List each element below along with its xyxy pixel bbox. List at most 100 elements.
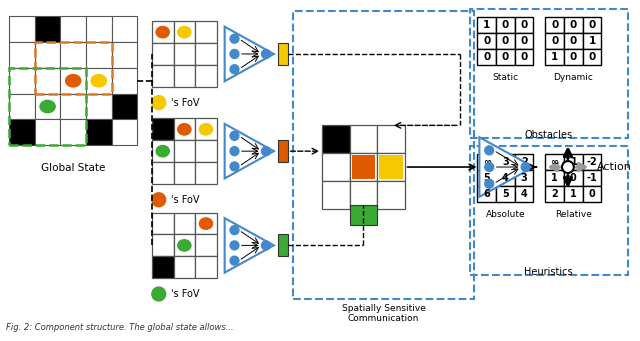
Text: 5: 5 (502, 189, 509, 199)
Bar (152, 118, 173, 140)
Text: 0: 0 (551, 36, 558, 46)
Text: Fig. 2: Component structure. The global state allows...: Fig. 2: Component structure. The global … (6, 323, 234, 332)
Text: 0: 0 (483, 52, 490, 62)
Bar (173, 162, 195, 184)
Text: 4: 4 (502, 173, 509, 183)
Circle shape (230, 131, 239, 140)
Bar (477, 17, 496, 33)
Ellipse shape (155, 25, 170, 39)
Bar (379, 155, 403, 179)
Bar (377, 181, 404, 209)
Text: Relative: Relative (555, 210, 592, 219)
Bar (545, 186, 564, 202)
Bar (195, 43, 217, 65)
Text: 4: 4 (521, 189, 527, 199)
Bar (152, 213, 173, 235)
Text: 5: 5 (483, 173, 490, 183)
Bar (195, 256, 217, 278)
Text: Heuristics: Heuristics (524, 267, 573, 277)
Circle shape (230, 226, 239, 235)
Bar (111, 68, 137, 94)
Bar (349, 205, 377, 225)
Bar (86, 16, 111, 42)
Text: 1: 1 (588, 36, 596, 46)
Text: 0: 0 (589, 189, 595, 199)
Text: 0: 0 (520, 52, 528, 62)
Ellipse shape (198, 122, 214, 136)
Text: 0: 0 (570, 36, 577, 46)
Bar (60, 68, 86, 94)
Text: 1: 1 (483, 20, 490, 30)
Text: ∞: ∞ (483, 157, 491, 167)
Bar (515, 49, 534, 65)
Circle shape (485, 163, 493, 172)
Bar (582, 17, 602, 33)
Bar (60, 42, 86, 68)
Bar (152, 43, 173, 65)
Circle shape (152, 95, 166, 109)
Bar (173, 140, 195, 162)
Bar (9, 42, 35, 68)
Bar (564, 17, 582, 33)
Bar (582, 186, 602, 202)
Circle shape (230, 65, 239, 74)
Text: 3: 3 (502, 157, 509, 167)
Bar (195, 65, 217, 87)
Text: 0: 0 (502, 20, 509, 30)
Text: 0: 0 (502, 36, 509, 46)
Bar (152, 162, 173, 184)
Circle shape (562, 161, 574, 173)
Bar (496, 49, 515, 65)
Bar (9, 16, 35, 42)
Bar (477, 186, 496, 202)
Bar (152, 140, 173, 162)
Polygon shape (479, 137, 534, 197)
Bar (292, 11, 474, 299)
Bar (564, 154, 582, 170)
Polygon shape (225, 218, 274, 273)
Circle shape (230, 147, 239, 155)
Bar (545, 33, 564, 49)
Circle shape (262, 147, 270, 155)
Bar (496, 154, 515, 170)
Bar (195, 140, 217, 162)
Text: 's FoV: 's FoV (170, 195, 199, 205)
Bar (515, 33, 534, 49)
Ellipse shape (177, 238, 192, 252)
Circle shape (230, 34, 239, 43)
Bar (9, 119, 35, 145)
Bar (60, 119, 86, 145)
Bar (477, 170, 496, 186)
Text: 2: 2 (521, 157, 527, 167)
Text: -1: -1 (587, 173, 597, 183)
Circle shape (152, 193, 166, 207)
Bar (60, 16, 86, 42)
Ellipse shape (198, 217, 214, 231)
Bar (496, 170, 515, 186)
Bar (582, 170, 602, 186)
Bar (470, 9, 628, 138)
Text: 0: 0 (520, 36, 528, 46)
Circle shape (521, 163, 530, 172)
Bar (195, 21, 217, 43)
Bar (582, 33, 602, 49)
Circle shape (485, 146, 493, 155)
Text: Global State: Global State (41, 163, 106, 173)
Bar (111, 42, 137, 68)
Bar (322, 125, 349, 153)
Bar (545, 170, 564, 186)
Bar (278, 43, 287, 65)
Text: 0: 0 (588, 52, 596, 62)
Bar (195, 118, 217, 140)
Bar (477, 154, 496, 170)
Bar (9, 68, 35, 94)
Text: 0: 0 (520, 20, 528, 30)
Circle shape (262, 241, 270, 250)
Bar (173, 43, 195, 65)
Bar (564, 33, 582, 49)
Bar (349, 125, 377, 153)
Bar (173, 213, 195, 235)
Ellipse shape (177, 122, 192, 136)
Bar (152, 21, 173, 43)
Bar (111, 94, 137, 119)
